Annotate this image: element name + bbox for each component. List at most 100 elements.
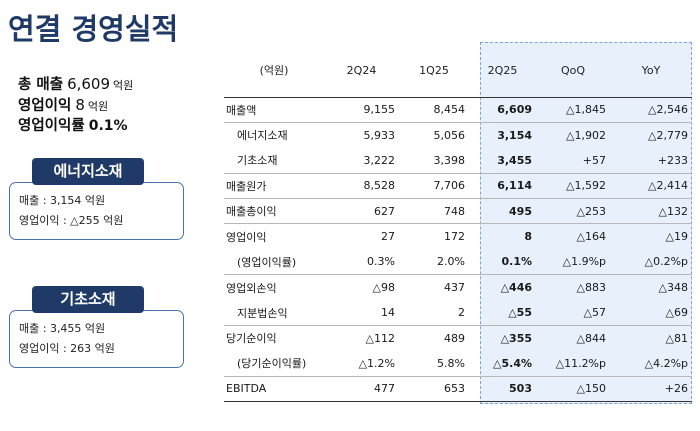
table-row: 당기순이익 △112 489 △355 △844 △81 [224,326,692,351]
table-cell: +26 [610,376,692,403]
table-cell: △4.2%p [610,350,692,377]
table-cell: △2,414 [610,173,692,200]
row-label: 당기순이익 [226,332,277,346]
table-cell: 8,454 [399,97,469,123]
table-cell: △164 [576,230,606,244]
segment-box-energy: 매출 : 3,154 억원 영업이익 : △255 억원 [9,182,184,240]
table-cell: 437 [444,281,465,295]
table-cell: △253 [536,198,610,225]
table-cell: △348 [658,281,688,295]
table-cell: 2.0% [399,249,469,276]
table-cell: 0.1% [469,249,536,276]
table-cell: 0.3% [324,249,399,276]
summary-block: 총 매출 6,609 억원 영업이익 8 억원 영업이익률 0.1% [18,74,133,137]
table-row: 기초소재 3,222 3,398 3,455 +57 +233 [224,147,692,174]
table-cell: 5,933 [363,128,396,142]
table-cell: △150 [536,376,610,403]
summary-margin: 영업이익률 0.1% [18,116,133,137]
table-cell: △0.2%p [610,249,692,276]
table-cell: △81 [665,331,688,345]
table-cell: 3,455 [469,147,536,174]
table-cell: +57 [536,147,610,174]
table-row: 매출액 9,155 8,454 6,609 △1,845 △2,546 [224,97,692,123]
segment-title-energy: 에너지소재 [32,158,144,185]
header-2q25: 2Q25 [469,44,536,98]
table-cell: △2,779 [648,128,688,142]
row-label: (영업이익률) [224,249,324,276]
table-cell: 6,609 [469,97,536,123]
table-cell: △355 [500,331,532,345]
table-cell: △112 [365,331,395,345]
table-cell: △1,845 [536,97,610,123]
table-row: 지분법손익 14 2 △55 △57 △69 [224,300,692,327]
table-cell: 748 [399,198,469,225]
row-label: 에너지소재 [237,129,288,143]
table-row: (당기순이익률) △1.2% 5.8% △5.4% △11.2%p △4.2%p [224,350,692,377]
table-cell: 653 [399,376,469,403]
table-cell: 503 [469,376,536,403]
table-cell: △446 [500,281,532,295]
table-cell: 7,706 [399,173,469,200]
table-cell: △883 [576,281,606,295]
table-row: 에너지소재 5,933 5,056 3,154 △1,902 △2,779 [224,122,692,147]
row-label: 지분법손익 [224,300,324,327]
header-1q25: 1Q25 [399,44,469,98]
table-row: 영업이익 27 172 8 △164 △19 [224,224,692,249]
table-cell: △69 [610,300,692,327]
segment-box-basic: 매출 : 3,455 억원 영업이익 : 263 억원 [9,310,184,368]
header-yoy: YoY [610,44,692,98]
table-row: 매출총이익 627 748 495 △253 △132 [224,198,692,225]
table-cell: 14 [324,300,399,327]
summary-sales-value: 6,609 [67,75,111,93]
header-qoq: QoQ [536,44,610,98]
table-cell: 3,398 [399,147,469,174]
table-cell: △1,902 [566,128,606,142]
table-cell: △2,546 [610,97,692,123]
table-cell: △132 [610,198,692,225]
table-cell: 6,114 [469,173,536,200]
page-title: 연결 경영실적 [8,12,179,46]
table-cell: 489 [444,331,465,345]
table-row: (영업이익률) 0.3% 2.0% 0.1% △1.9%p △0.2%p [224,249,692,276]
table-cell: 172 [444,230,465,244]
segment-sales: 매출 : 3,154 억원 [19,194,106,207]
row-label: 기초소재 [224,147,324,174]
table-row: 매출원가 8,528 7,706 6,114 △1,592 △2,414 [224,173,692,200]
table-cell: 27 [381,230,395,244]
table-cell: △5.4% [469,350,536,377]
table-cell: △1,592 [536,173,610,200]
summary-margin-label: 영업이익률 [18,118,85,134]
row-label: EBITDA [224,376,324,403]
row-label: 매출총이익 [224,198,324,225]
financial-table: (억원) 2Q24 1Q25 2Q25 QoQ YoY 매출액 9,155 8,45… [224,44,692,403]
table-cell: 3,222 [324,147,399,174]
summary-sales-label: 총 매출 [18,77,64,93]
table-cell: △98 [372,281,395,295]
table-cell: 5,056 [433,128,466,142]
table-cell: 3,154 [497,128,532,142]
table-cell: 477 [324,376,399,403]
segment-op: 영업이익 : 263 억원 [19,342,115,355]
row-label: 영업이익 [226,230,267,244]
header-unit: (억원) [224,44,324,98]
table-cell: 2 [399,300,469,327]
table-cell: 5.8% [399,350,469,377]
summary-op-value: 8 [75,96,85,114]
summary-sales-unit: 억원 [113,79,134,92]
table-cell: 8,528 [324,173,399,200]
segment-sales: 매출 : 3,455 억원 [19,322,106,335]
summary-op-label: 영업이익 [18,98,72,114]
summary-op-unit: 억원 [87,100,109,113]
table-row: 영업외손익 △98 437 △446 △883 △348 [224,275,692,300]
table-cell: 8 [524,230,532,244]
segment-title-basic: 기초소재 [32,286,144,313]
table-cell: 495 [469,198,536,225]
summary-margin-value: 0.1% [88,118,128,134]
table-cell: △55 [469,300,536,327]
table-cell: △844 [576,331,606,345]
table-cell: 9,155 [324,97,399,123]
row-label: 매출액 [224,97,324,123]
header-2q24: 2Q24 [324,44,399,98]
table-row: EBITDA 477 653 503 △150 +26 [224,376,692,403]
segment-op: 영업이익 : △255 억원 [19,214,124,227]
